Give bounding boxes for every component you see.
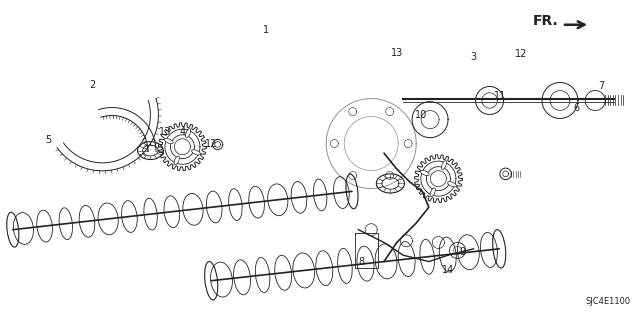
Text: 2: 2 <box>90 79 96 90</box>
Text: 7: 7 <box>598 81 605 91</box>
Text: 13: 13 <box>159 127 172 137</box>
Text: 13: 13 <box>390 48 403 58</box>
Text: FR.: FR. <box>532 14 558 28</box>
Text: 4: 4 <box>179 127 186 137</box>
Text: 1: 1 <box>262 25 269 35</box>
Text: 9: 9 <box>459 247 465 257</box>
Ellipse shape <box>164 138 173 144</box>
Text: 12: 12 <box>205 138 218 149</box>
Text: 8: 8 <box>358 256 365 267</box>
Ellipse shape <box>420 170 429 175</box>
Text: 5: 5 <box>45 135 51 145</box>
Ellipse shape <box>186 129 191 137</box>
Ellipse shape <box>447 182 456 187</box>
Text: 11: 11 <box>494 91 507 101</box>
Text: 6: 6 <box>573 103 579 114</box>
Ellipse shape <box>442 160 447 169</box>
Ellipse shape <box>174 156 179 165</box>
Text: SJC4E1100: SJC4E1100 <box>585 297 630 306</box>
Ellipse shape <box>191 150 200 155</box>
Text: 12: 12 <box>515 49 528 59</box>
Text: 14: 14 <box>442 264 454 275</box>
Ellipse shape <box>430 188 435 197</box>
Text: 3: 3 <box>470 52 477 63</box>
Text: 10: 10 <box>415 110 428 120</box>
